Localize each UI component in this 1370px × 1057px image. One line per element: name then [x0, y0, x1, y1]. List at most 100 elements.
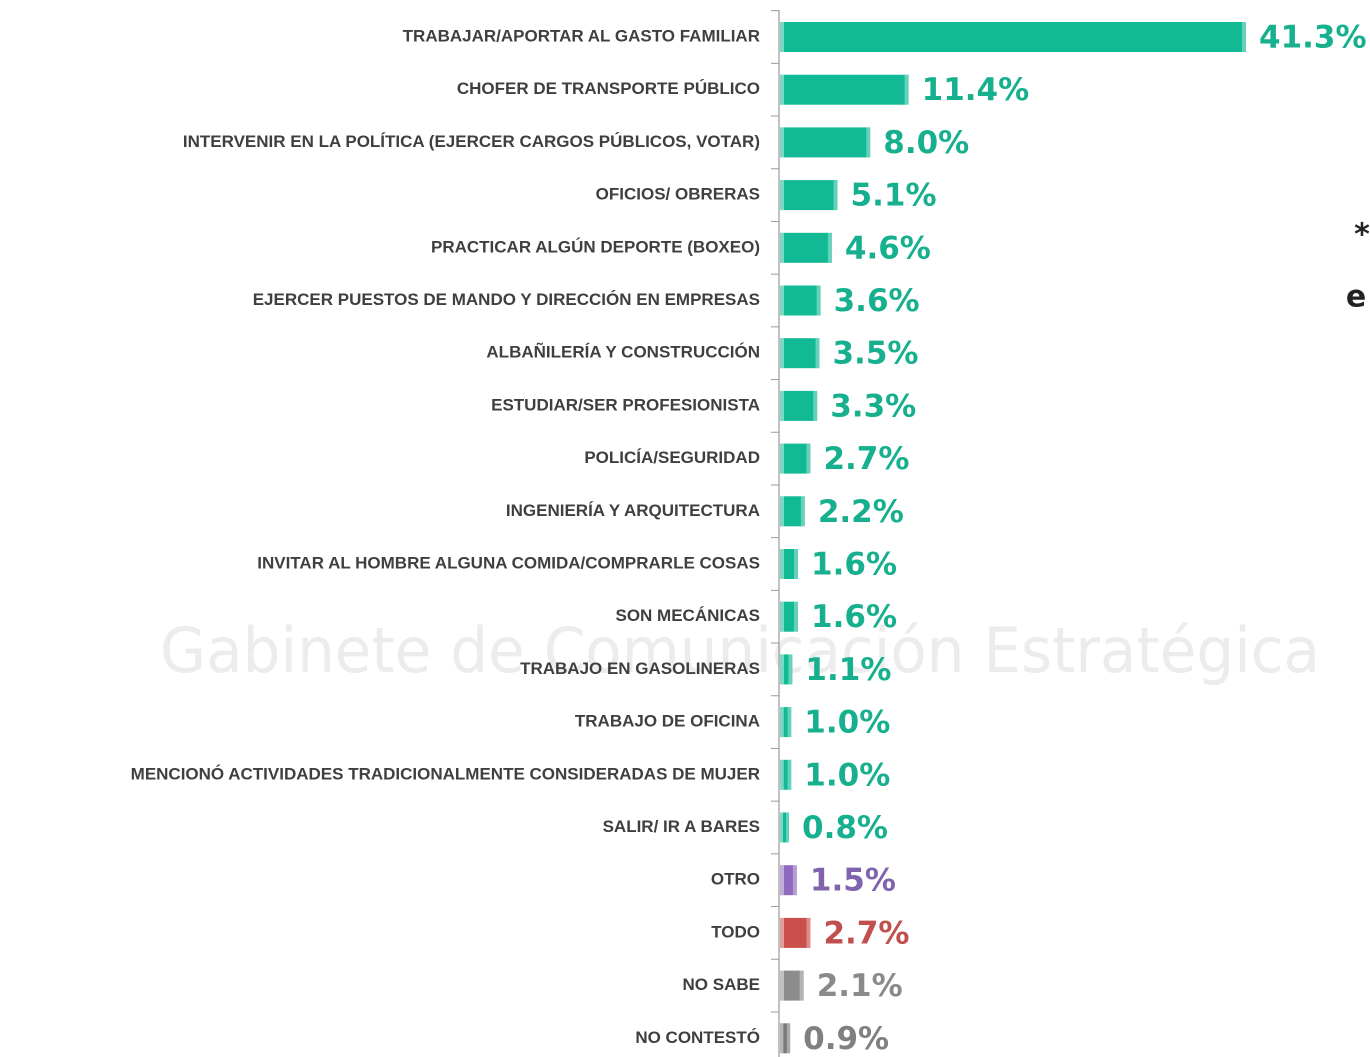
value-label: 5.1% [851, 178, 937, 214]
value-label: 2.1% [817, 968, 903, 1004]
value-label: 1.6% [811, 599, 897, 635]
category-label: CHOFER DE TRANSPORTE PÚBLICO [457, 79, 760, 98]
category-label: SON MECÁNICAS [615, 606, 760, 625]
category-label: ALBAÑILERÍA Y CONSTRUCCIÓN [486, 342, 760, 362]
value-label: 3.6% [834, 283, 920, 319]
annotation: e [1346, 280, 1366, 315]
bar-bevel [787, 707, 792, 738]
value-label: 1.6% [811, 547, 897, 583]
bar-bevel [780, 338, 784, 369]
annotation: * [1354, 218, 1370, 253]
bar-bevel [792, 865, 797, 896]
bar-bevel [780, 285, 784, 316]
bar-bevel [780, 127, 784, 158]
bar [780, 338, 820, 369]
value-label: 41.3% [1259, 20, 1367, 56]
bar-bevel [780, 917, 784, 948]
bar [780, 654, 793, 685]
bar [780, 285, 821, 316]
value-label: 4.6% [845, 230, 931, 266]
value-label: 2.7% [823, 915, 909, 951]
category-label: TRABAJO EN GASOLINERAS [520, 659, 760, 678]
category-label: NO CONTESTÓ [635, 1028, 760, 1047]
category-label: OFICIOS/ OBRERAS [596, 185, 760, 204]
bar [780, 22, 1246, 52]
category-label: NO SABE [683, 975, 760, 994]
category-label: ESTUDIAR/SER PROFESIONISTA [491, 395, 760, 414]
bar-bevel [866, 127, 871, 158]
category-label: TRABAJO DE OFICINA [575, 712, 760, 731]
watermark: Gabinete de Comunicación Estratégica [160, 614, 1320, 687]
bar [780, 707, 792, 738]
bar [780, 74, 909, 105]
bar-bevel [780, 180, 784, 211]
category-label: TRABAJAR/APORTAR AL GASTO FAMILIAR [403, 26, 760, 45]
value-label: 1.0% [804, 757, 890, 793]
category-label: INGENIERÍA Y ARQUITECTURA [506, 501, 760, 520]
bar [780, 917, 811, 948]
bar-bevel [780, 812, 784, 843]
bar [780, 496, 805, 527]
bar-bevel [780, 390, 784, 421]
bar [780, 390, 818, 421]
value-label: 11.4% [922, 72, 1030, 108]
value-label: 8.0% [883, 125, 969, 161]
bar-bevel [780, 1023, 784, 1054]
bar-bevel [780, 74, 784, 105]
bar-bevel [816, 285, 821, 316]
bar-bevel [780, 970, 784, 1001]
bar [780, 180, 838, 211]
category-label: POLICÍA/SEGURIDAD [584, 448, 760, 467]
bar-bevel [800, 496, 805, 527]
category-label: TODO [711, 922, 760, 941]
bar-bevel [904, 74, 909, 105]
bar-bevel [794, 549, 799, 579]
bar-bevel [780, 443, 784, 474]
bar [780, 601, 799, 632]
bar-bevel [794, 601, 799, 632]
bar-bevel [788, 654, 793, 685]
value-label: 3.5% [832, 336, 918, 372]
category-label: PRACTICAR ALGÚN DEPORTE (BOXEO) [431, 237, 760, 256]
value-label: 2.2% [818, 494, 904, 530]
bar-bevel [813, 390, 818, 421]
bar-bevel [780, 22, 784, 52]
category-label: EJERCER PUESTOS DE MANDO Y DIRECCIÓN EN … [253, 290, 760, 309]
bar-bevel [780, 232, 784, 263]
bar-bevel [815, 338, 820, 369]
bar-bevel [780, 549, 784, 579]
bar [780, 759, 792, 790]
bar [780, 232, 832, 263]
bar-bevel [780, 759, 784, 790]
category-label: INVITAR AL HOMBRE ALGUNA COMIDA/COMPRARL… [257, 553, 760, 572]
category-label: INTERVENIR EN LA POLÍTICA (EJERCER CARGO… [183, 132, 760, 151]
bar-bevel [833, 180, 838, 211]
value-label: 0.8% [802, 810, 888, 846]
bar-bevel [1242, 22, 1246, 52]
bar-bevel [780, 654, 784, 685]
value-label: 1.1% [805, 652, 891, 688]
bar-bevel [786, 1023, 791, 1054]
bar [780, 812, 790, 843]
bar-bevel [780, 496, 784, 527]
category-label: SALIR/ IR A BARES [603, 817, 760, 836]
value-label: 3.3% [830, 388, 916, 424]
category-label: MENCIONÓ ACTIVIDADES TRADICIONALMENTE CO… [131, 764, 760, 783]
bar [780, 549, 799, 579]
bar-bevel [787, 759, 792, 790]
bar [780, 127, 871, 158]
bar-bevel [806, 443, 811, 474]
bar-bevel [827, 232, 832, 263]
value-label: 2.7% [823, 441, 909, 477]
bar [780, 865, 797, 896]
bar-bevel [780, 865, 784, 896]
bar [780, 443, 811, 474]
bar-bevel [806, 917, 811, 948]
bar-bevel [780, 707, 784, 738]
category-label: OTRO [711, 870, 760, 889]
bar [780, 1023, 791, 1054]
bar [780, 970, 804, 1001]
bar-bevel [780, 601, 784, 632]
